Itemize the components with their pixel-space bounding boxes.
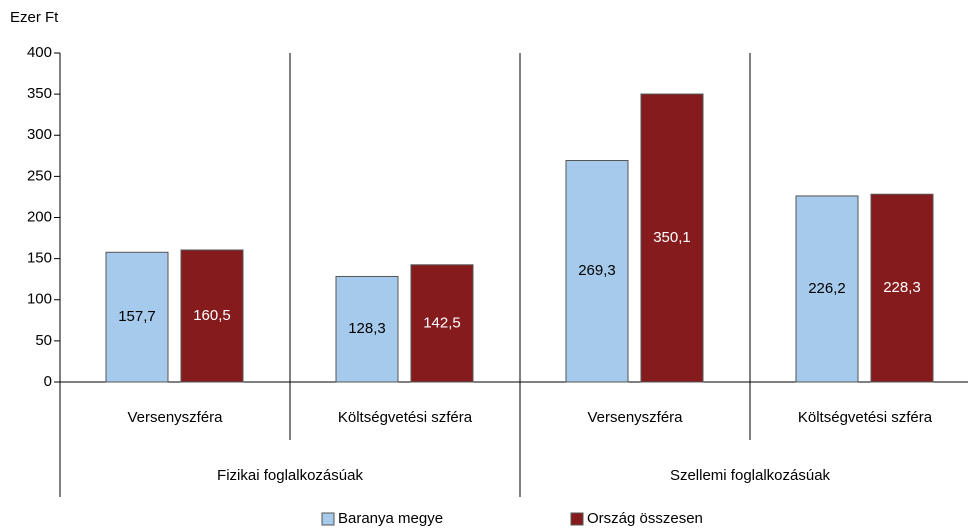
- y-axis-label: Ezer Ft: [10, 9, 59, 26]
- group-label: Fizikai foglalkozásúak: [217, 467, 363, 484]
- y-tick-label: 250: [27, 167, 52, 184]
- data-label: 228,3: [883, 279, 921, 296]
- x-tick-label: Költségvetési szféra: [798, 409, 933, 426]
- group-label: Szellemi foglalkozásúak: [670, 467, 831, 484]
- x-tick-label: Versenyszféra: [587, 409, 683, 426]
- bar: [565, 160, 629, 383]
- bar: [640, 93, 704, 383]
- data-label: 128,3: [348, 320, 386, 337]
- data-label: 350,1: [653, 229, 691, 246]
- bar: [180, 249, 244, 383]
- legend-label: Ország összesen: [587, 510, 703, 527]
- x-tick-label: Költségvetési szféra: [338, 409, 473, 426]
- legend-swatch: [321, 512, 335, 526]
- y-tick-label: 350: [27, 85, 52, 102]
- y-tick-label: 150: [27, 250, 52, 267]
- legend-swatch: [570, 512, 584, 526]
- bar: [335, 275, 399, 383]
- y-tick-label: 400: [27, 44, 52, 61]
- data-label: 226,2: [808, 280, 846, 297]
- y-tick-label: 200: [27, 208, 52, 225]
- y-tick-label: 0: [44, 373, 52, 390]
- x-tick-label: Versenyszféra: [127, 409, 223, 426]
- y-tick-label: 50: [35, 332, 52, 349]
- y-tick-label: 100: [27, 291, 52, 308]
- bar: [795, 195, 859, 383]
- data-label: 142,5: [423, 314, 461, 331]
- data-label: 160,5: [193, 307, 231, 324]
- bar: [410, 264, 474, 383]
- bar: [105, 251, 169, 383]
- bar: [870, 193, 934, 383]
- y-tick-label: 300: [27, 126, 52, 143]
- data-label: 157,7: [118, 308, 156, 325]
- legend-label: Baranya megye: [338, 510, 443, 527]
- data-label: 269,3: [578, 262, 616, 279]
